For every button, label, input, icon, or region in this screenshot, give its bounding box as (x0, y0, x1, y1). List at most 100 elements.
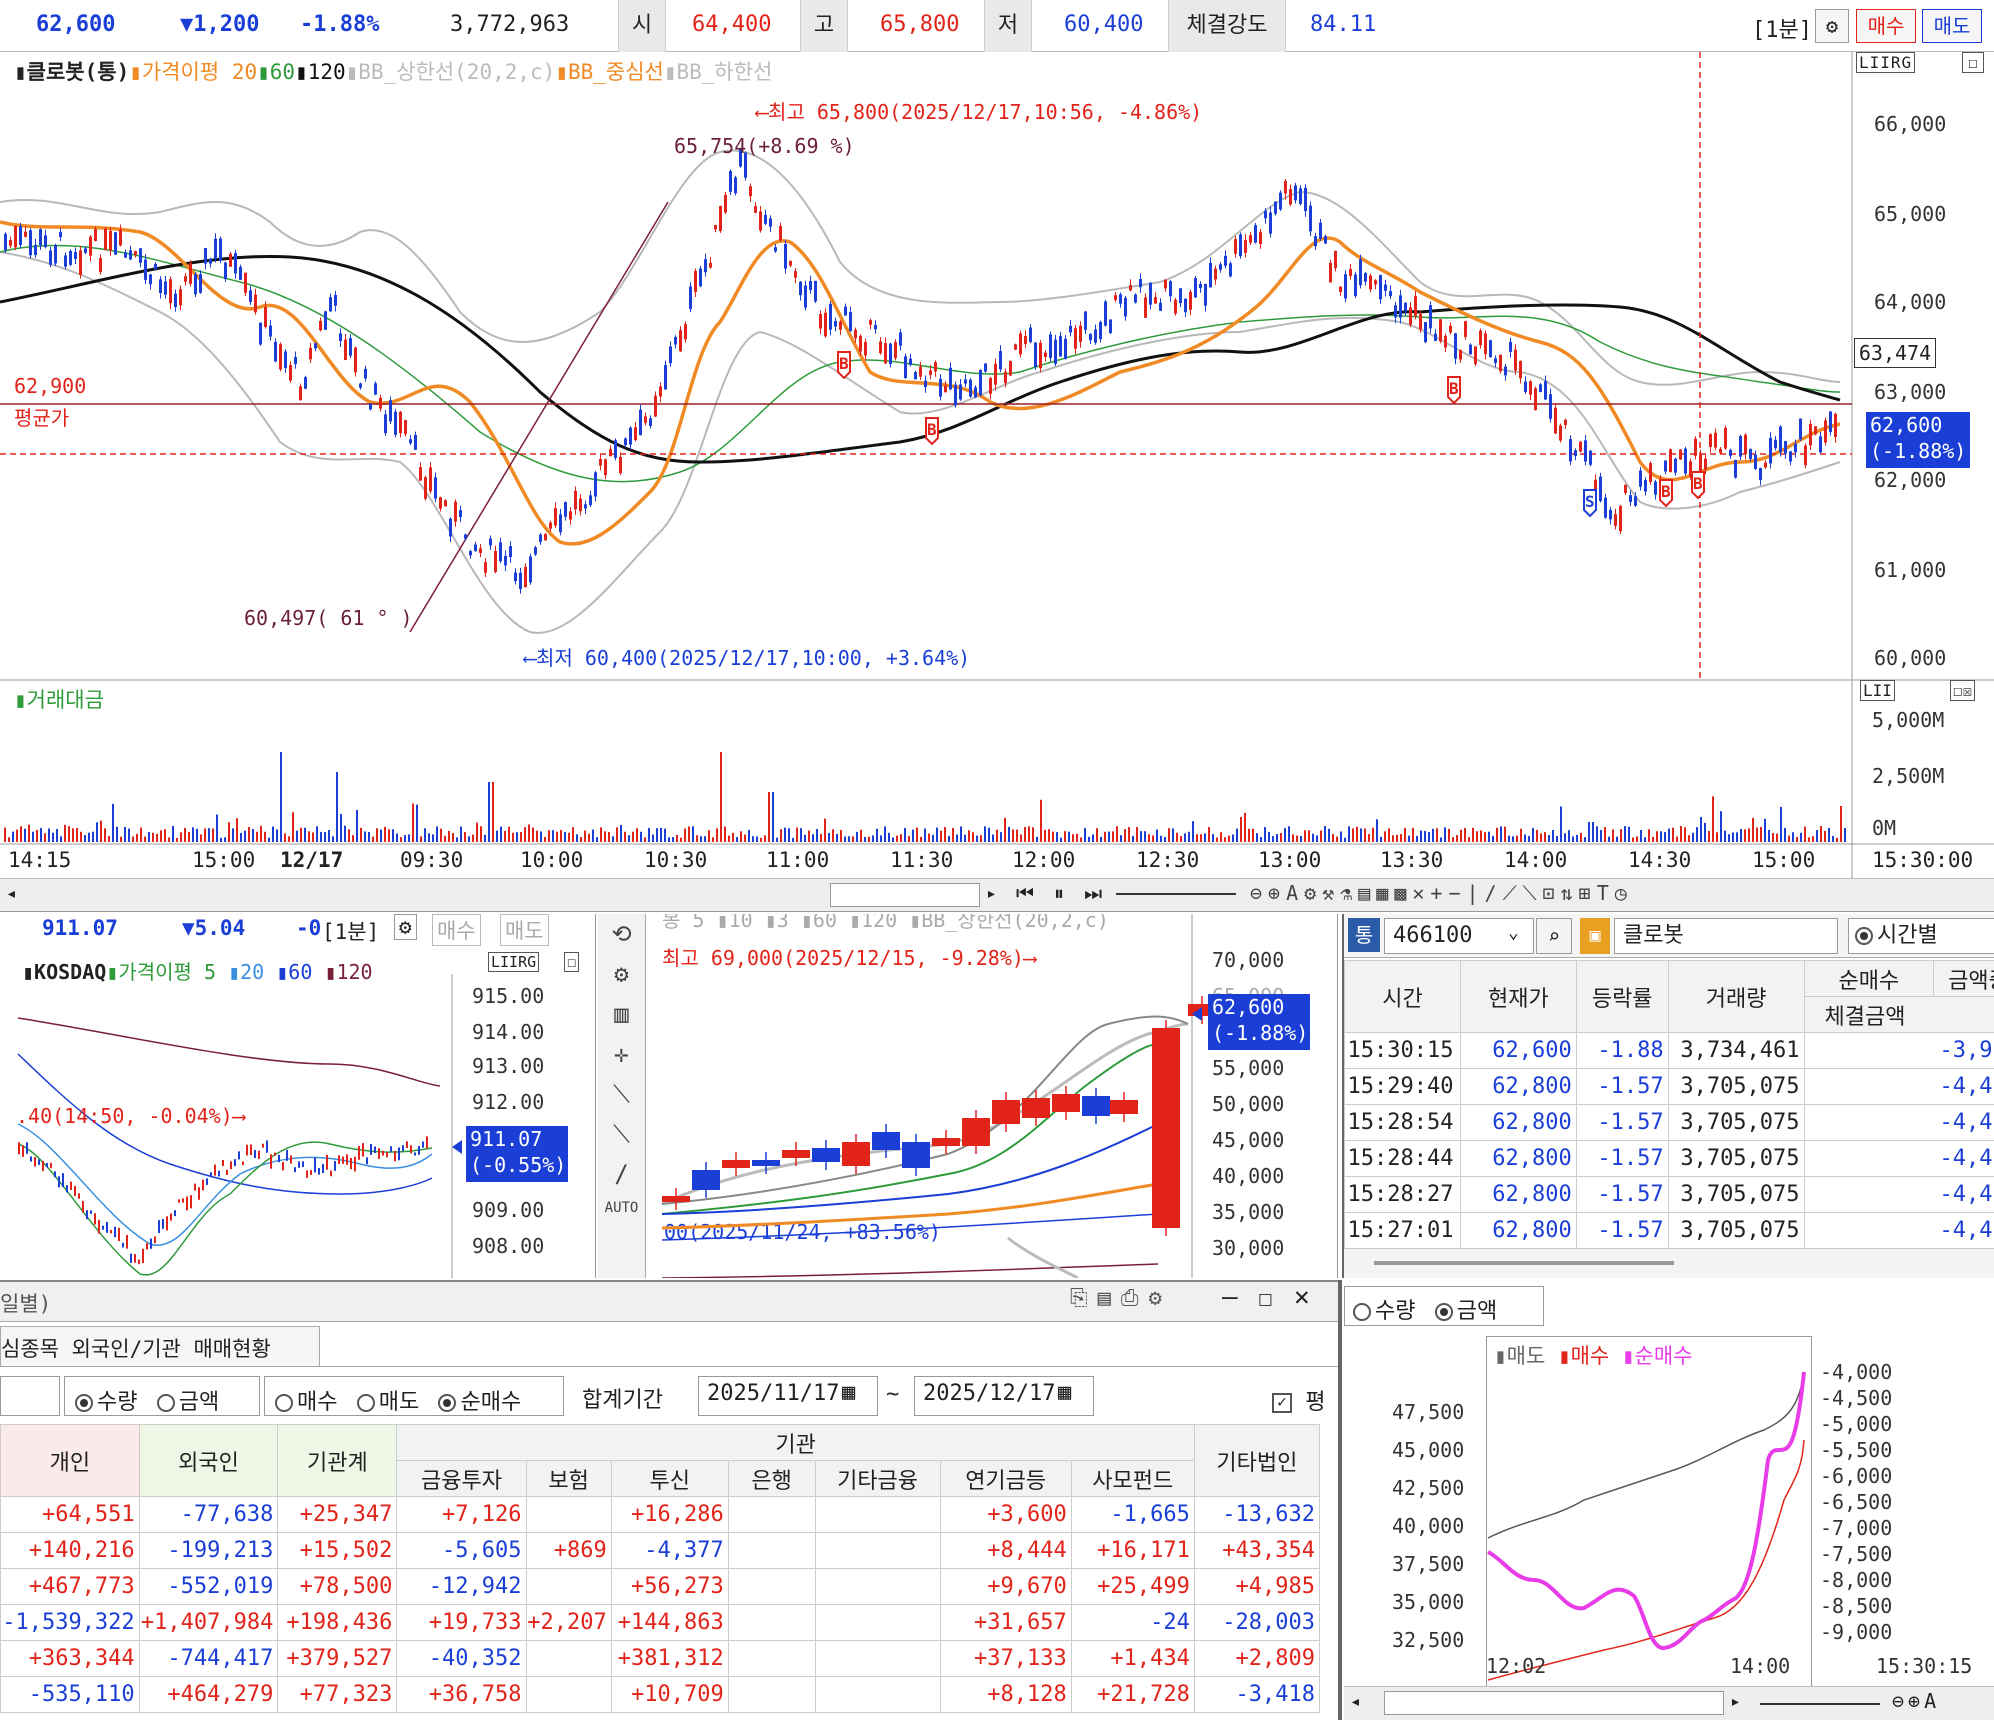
playback-controls[interactable]: ⏮ ⏸ ⏭ (1016, 881, 1107, 905)
kosdaq-settings-icon[interactable]: ⚙ (394, 914, 417, 940)
investor-cell: -535,110 (0, 1676, 140, 1713)
investor-row[interactable]: +467,773 -552,019 +78,500 -12,942 +56,273 +9,… (0, 1568, 1321, 1605)
radio-sell[interactable] (356, 1394, 375, 1412)
candle-body (514, 572, 517, 582)
tick-scroll-thumb[interactable] (1374, 1261, 1674, 1265)
volume-close-button[interactable]: ☐☒ (1950, 680, 1976, 701)
investor-row[interactable]: +64,551 -77,638 +25,347 +7,126 +16,286 +3,600… (0, 1496, 1321, 1533)
volume-bar (1300, 836, 1302, 842)
radio-amount[interactable] (156, 1394, 175, 1412)
scroll-left-button[interactable]: ◂ (6, 883, 17, 904)
price-chart-svg[interactable]: B B B B B S (0, 52, 1994, 912)
chart-scroll-thumb[interactable] (830, 883, 980, 907)
investor-row[interactable]: -1,539,322 +1,407,984 +198,436 +19,733 +2,20… (0, 1604, 1321, 1641)
volume-bar (820, 833, 822, 842)
segment-tool-icon[interactable]: ⟍ (613, 1120, 630, 1148)
zoom-slider[interactable] (1116, 893, 1236, 895)
volume-mode-buttons[interactable]: LII (1860, 680, 1895, 701)
investor-row[interactable]: +140,216 -199,213 +15,502 -5,605 +869 -4,377 +… (0, 1532, 1321, 1569)
kosdaq-mode-buttons[interactable]: LIIRG (488, 952, 540, 972)
volume-bar (1216, 837, 1218, 842)
date-from-input[interactable]: 2025/11/17 (698, 1376, 878, 1416)
candle-body (109, 230, 112, 251)
average-checkbox[interactable]: ✓ 평 (1272, 1384, 1326, 1416)
minimize-icon[interactable]: – (1222, 1282, 1238, 1312)
volume-bar (60, 836, 62, 842)
flow-zoom-slider[interactable] (1760, 1703, 1880, 1705)
search-icon[interactable]: ⌕ (1536, 918, 1572, 954)
flow-radio-amount[interactable] (1434, 1303, 1453, 1321)
tick-scrollbar[interactable] (1344, 1248, 1994, 1278)
chart-icon[interactable]: ▥ (614, 1000, 629, 1028)
daily-chart-svg[interactable] (648, 914, 1338, 1278)
candle-body (1044, 352, 1047, 357)
ma20-line (0, 220, 1841, 546)
close-icon[interactable]: ✕ (1294, 1282, 1310, 1312)
investor-row[interactable]: +363,344 -744,417 +379,527 -40,352 +381,312 +… (0, 1640, 1321, 1677)
candle-body (1354, 274, 1357, 296)
gear-icon[interactable]: ⚙ (614, 960, 629, 988)
col-foreign: 외국인 (138, 1424, 279, 1497)
volume-bar (592, 829, 594, 842)
flow-scroll-right[interactable]: ▸ (1730, 1691, 1741, 1712)
auto-tool-icon[interactable]: AUTO (604, 1200, 639, 1216)
date-to-input[interactable]: 2025/12/17 (914, 1376, 1094, 1416)
radio-amount-label: 금액 (178, 1390, 220, 1415)
calendar-icon[interactable]: ▦ (842, 1380, 856, 1405)
flow-scroll-left[interactable]: ◂ (1350, 1691, 1361, 1712)
pane-splitter[interactable] (1338, 1280, 1342, 1720)
kosdaq-sell-button[interactable]: 매도 (500, 914, 549, 946)
flow-scroll-thumb[interactable] (1384, 1691, 1724, 1715)
refresh-icon[interactable]: ⟲ (611, 920, 632, 948)
calendar-icon[interactable]: ▦ (1058, 1380, 1072, 1405)
kosdaq-period[interactable]: [1분] (322, 920, 380, 944)
flow-chart-svg (1487, 1371, 1806, 1681)
settings-icon[interactable]: ⚙ (1815, 9, 1849, 43)
scroll-right-button[interactable]: ▸ (986, 883, 997, 904)
kosdaq-buy-button[interactable]: 매수 (432, 914, 481, 946)
volume-bar (1528, 835, 1530, 842)
chart-mode-buttons[interactable]: LIIRG (1856, 52, 1916, 73)
flow-left-tick: 35,000 (1392, 1590, 1465, 1614)
ray-tool-icon[interactable]: ⟍ (613, 1080, 630, 1108)
volume-bar (1516, 835, 1518, 842)
flow-zoom-icons[interactable]: ⊖⊕A (1892, 1689, 1941, 1713)
volume-bar (544, 837, 546, 842)
drawing-tools[interactable]: ⊖⊕A⚙⚒⚗▤▦▩✕+−|∕⟋⟍⊡⇅⊞T◷ (1250, 881, 1633, 905)
x-tick: 13:00 (1258, 848, 1322, 872)
buy-button[interactable]: 매수 (1856, 9, 1916, 43)
candle-body (619, 456, 622, 474)
mode-radio-time[interactable]: 시간별 (1848, 918, 1994, 954)
candle-body (809, 281, 812, 291)
investor-row[interactable]: -535,110 +464,279 +77,323 +36,758 +10,709 +8,… (0, 1676, 1321, 1713)
chart-maximize-button[interactable]: ☐ (1962, 52, 1984, 73)
kosdaq-max-button[interactable]: ☐ (564, 952, 580, 972)
peak-annotation: 65,754(+8.69 %) (674, 134, 855, 158)
period-selector[interactable]: [1분] (1752, 18, 1812, 43)
x-tick: 12:00 (1012, 848, 1076, 872)
kosdaq-chart-svg[interactable] (0, 914, 596, 1278)
sell-button[interactable]: 매도 (1922, 9, 1982, 43)
stock-info-icon[interactable]: ▣ (1580, 918, 1610, 954)
stock-code-input[interactable]: 466100 (1384, 918, 1534, 954)
chevron-down-icon[interactable]: ⌄ (1508, 922, 1519, 943)
investor-tab[interactable]: 심종목 외국인/기관 매매현황 (0, 1326, 320, 1366)
investor-select[interactable] (0, 1376, 60, 1416)
candle-body (344, 339, 347, 361)
radio-quantity[interactable] (75, 1394, 93, 1412)
maximize-icon[interactable]: ☐ (1258, 1284, 1273, 1312)
flow-radio-quantity[interactable] (1353, 1303, 1371, 1321)
volume-bar (140, 827, 142, 842)
line-tool-icon[interactable]: ∕ (614, 1160, 629, 1188)
radio-net[interactable] (438, 1394, 457, 1412)
window-tool-icons[interactable]: ⎘▤⎙⚙ (1070, 1286, 1172, 1311)
candle-body (934, 362, 937, 372)
cross-tool-icon[interactable]: ✛ (614, 1040, 629, 1068)
radio-buy[interactable] (275, 1394, 293, 1412)
